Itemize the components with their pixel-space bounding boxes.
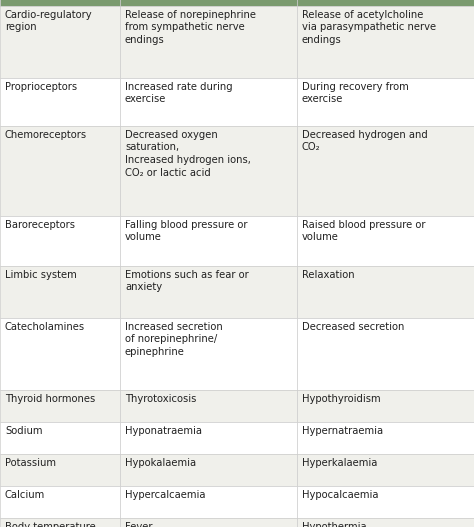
Bar	[0, 454, 120, 485]
Text: Baroreceptors: Baroreceptors	[5, 220, 75, 229]
Bar	[120, 518, 297, 527]
Bar	[0, 0, 120, 5]
Text: Sodium: Sodium	[5, 425, 43, 435]
Text: Body temperature: Body temperature	[5, 522, 96, 527]
Bar	[0, 125, 120, 216]
Text: Thyroid hormones: Thyroid hormones	[5, 394, 95, 404]
Bar	[0, 216, 120, 266]
Text: Falling blood pressure or
volume: Falling blood pressure or volume	[125, 220, 247, 242]
Text: Catecholamines: Catecholamines	[5, 321, 85, 331]
Bar	[120, 5, 297, 77]
Text: Thyrotoxicosis: Thyrotoxicosis	[125, 394, 196, 404]
Text: Hypernatraemia: Hypernatraemia	[302, 425, 383, 435]
Text: Hypothyroidism: Hypothyroidism	[302, 394, 381, 404]
Bar	[0, 317, 120, 389]
Bar	[120, 422, 297, 454]
Text: Potassium: Potassium	[5, 457, 56, 467]
Text: Chemoreceptors: Chemoreceptors	[5, 130, 87, 140]
Bar	[297, 125, 474, 216]
Bar	[297, 266, 474, 317]
Bar	[0, 77, 120, 125]
Bar	[0, 518, 120, 527]
Bar	[120, 485, 297, 518]
Text: Proprioceptors: Proprioceptors	[5, 82, 77, 92]
Bar	[120, 389, 297, 422]
Bar	[297, 485, 474, 518]
Text: Emotions such as fear or
anxiety: Emotions such as fear or anxiety	[125, 269, 249, 292]
Bar	[0, 5, 120, 77]
Bar	[297, 422, 474, 454]
Text: Raised blood pressure or
volume: Raised blood pressure or volume	[302, 220, 426, 242]
Bar	[297, 454, 474, 485]
Bar	[0, 389, 120, 422]
Bar	[297, 518, 474, 527]
Text: Release of acetylcholine
via parasympathetic nerve
endings: Release of acetylcholine via parasympath…	[302, 9, 436, 45]
Text: Increased rate during
exercise: Increased rate during exercise	[125, 82, 233, 104]
Bar	[120, 125, 297, 216]
Bar	[120, 454, 297, 485]
Text: Hypocalcaemia: Hypocalcaemia	[302, 490, 379, 500]
Text: Hyponatraemia: Hyponatraemia	[125, 425, 202, 435]
Text: Increased secretion
of norepinephrine/
epinephrine: Increased secretion of norepinephrine/ e…	[125, 321, 223, 357]
Bar	[297, 5, 474, 77]
Text: Calcium: Calcium	[5, 490, 45, 500]
Bar	[0, 422, 120, 454]
Bar	[297, 77, 474, 125]
Text: Cardio-regulatory
region: Cardio-regulatory region	[5, 9, 92, 32]
Text: Hypothermia: Hypothermia	[302, 522, 366, 527]
Text: Fever: Fever	[125, 522, 153, 527]
Bar	[297, 317, 474, 389]
Text: Hypokalaemia: Hypokalaemia	[125, 457, 196, 467]
Text: Decreased oxygen
saturation,
Increased hydrogen ions,
CO₂ or lactic acid: Decreased oxygen saturation, Increased h…	[125, 130, 251, 178]
Text: Hyperkalaemia: Hyperkalaemia	[302, 457, 377, 467]
Bar	[120, 0, 297, 5]
Bar	[120, 317, 297, 389]
Bar	[120, 77, 297, 125]
Text: Limbic system: Limbic system	[5, 269, 77, 279]
Text: Decreased secretion: Decreased secretion	[302, 321, 404, 331]
Text: During recovery from
exercise: During recovery from exercise	[302, 82, 409, 104]
Bar	[297, 0, 474, 5]
Bar	[297, 216, 474, 266]
Text: Release of norepinephrine
from sympathetic nerve
endings: Release of norepinephrine from sympathet…	[125, 9, 256, 45]
Bar	[0, 266, 120, 317]
Bar	[0, 485, 120, 518]
Bar	[120, 266, 297, 317]
Bar	[297, 389, 474, 422]
Text: Hypercalcaemia: Hypercalcaemia	[125, 490, 206, 500]
Bar	[120, 216, 297, 266]
Text: Decreased hydrogen and
CO₂: Decreased hydrogen and CO₂	[302, 130, 428, 152]
Text: Relaxation: Relaxation	[302, 269, 355, 279]
